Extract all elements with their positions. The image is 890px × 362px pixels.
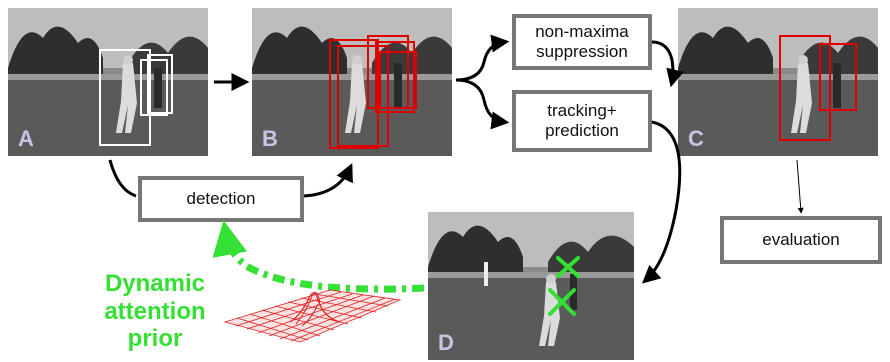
cross-marker-lower xyxy=(548,288,576,316)
photo-panel-d: D xyxy=(428,212,634,360)
street-scene-c xyxy=(678,8,878,156)
street-scene-d xyxy=(428,212,634,360)
nms-box: non-maxima suppression xyxy=(512,14,652,70)
photo-panel-b: B xyxy=(252,8,452,156)
panel-letter-d: D xyxy=(438,330,454,355)
arrow-detection-to-b xyxy=(303,163,353,198)
attention-prior-label: Dynamic attention prior xyxy=(85,270,225,353)
arrow-a-to-detection xyxy=(108,159,137,198)
photo-panel-c: C xyxy=(678,8,878,156)
panel-letter-b: B xyxy=(262,126,278,151)
panel-letter-c: C xyxy=(688,126,704,151)
arrow-b-to-nms xyxy=(455,34,510,82)
arrow-tracking-to-d xyxy=(641,120,682,284)
attention-prior-line-1: Dynamic xyxy=(104,270,206,297)
arrow-nms-to-c xyxy=(651,40,684,88)
arrow-c-to-evaluation xyxy=(796,159,804,214)
attention-prior-line-3: prior xyxy=(127,325,183,353)
arrow-prior-to-detection xyxy=(212,220,425,293)
detection-box: detection xyxy=(138,176,304,222)
street-scene-b xyxy=(252,8,452,156)
street-scene-a xyxy=(8,8,208,156)
photo-panel-a: A xyxy=(8,8,208,156)
panel-letter-a: A xyxy=(18,126,34,151)
attention-prior-surface xyxy=(223,289,402,343)
arrow-b-to-tracking xyxy=(455,78,510,130)
cross-marker-upper xyxy=(556,256,580,278)
evaluation-box: evaluation xyxy=(720,216,882,264)
tracking-box: tracking+ prediction xyxy=(512,90,652,152)
attention-prior-line-2: attention xyxy=(104,297,206,325)
